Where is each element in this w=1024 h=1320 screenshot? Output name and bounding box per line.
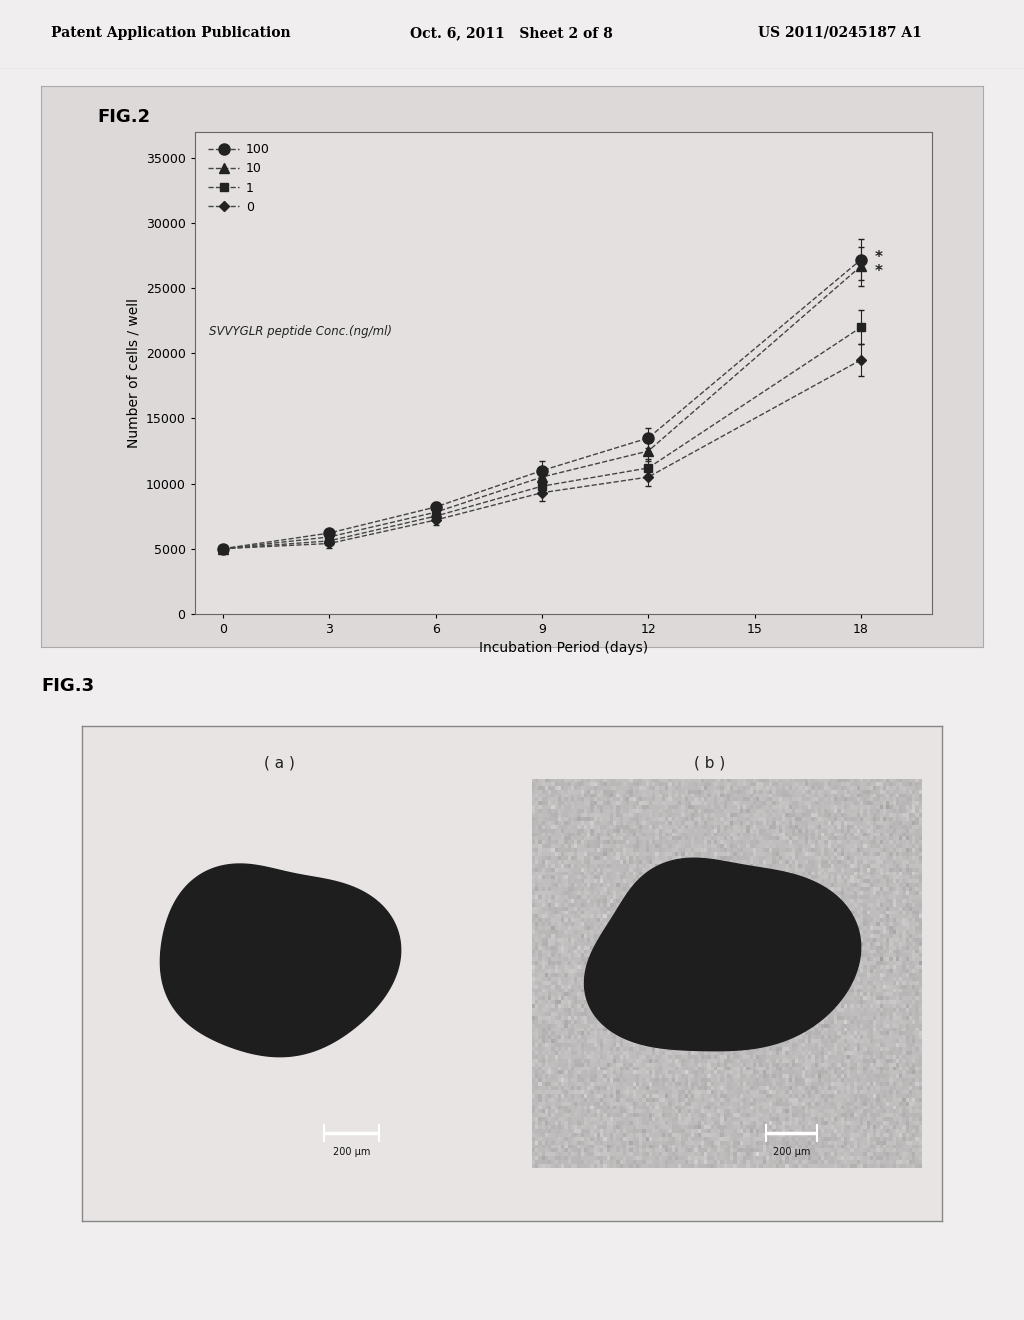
Text: FIG.2: FIG.2 bbox=[97, 108, 151, 127]
Text: FIG.3: FIG.3 bbox=[41, 677, 94, 696]
Text: 200 μm: 200 μm bbox=[772, 1147, 810, 1156]
Text: ( b ): ( b ) bbox=[694, 755, 725, 771]
Legend: 100, 10, 1, 0: 100, 10, 1, 0 bbox=[208, 143, 269, 214]
X-axis label: Incubation Period (days): Incubation Period (days) bbox=[478, 642, 648, 656]
Text: Oct. 6, 2011   Sheet 2 of 8: Oct. 6, 2011 Sheet 2 of 8 bbox=[410, 26, 612, 40]
Text: *: * bbox=[876, 264, 883, 279]
Text: ( a ): ( a ) bbox=[264, 755, 295, 771]
Text: US 2011/0245187 A1: US 2011/0245187 A1 bbox=[758, 26, 922, 40]
Y-axis label: Number of cells / well: Number of cells / well bbox=[126, 298, 140, 447]
Text: 200 μm: 200 μm bbox=[333, 1147, 370, 1156]
Text: SVVYGLR peptide Conc.(ng/ml): SVVYGLR peptide Conc.(ng/ml) bbox=[209, 325, 392, 338]
Polygon shape bbox=[161, 865, 400, 1057]
Polygon shape bbox=[585, 858, 861, 1051]
Text: *: * bbox=[876, 249, 883, 264]
Text: Patent Application Publication: Patent Application Publication bbox=[51, 26, 291, 40]
